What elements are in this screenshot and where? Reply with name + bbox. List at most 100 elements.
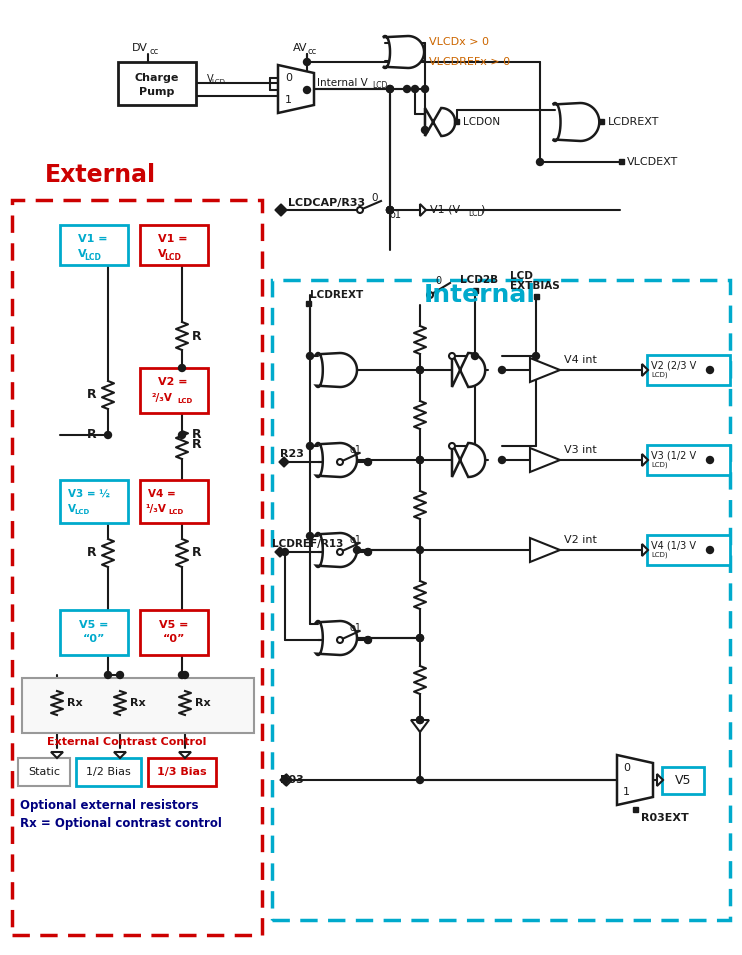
Circle shape: [416, 367, 424, 373]
Text: 1: 1: [285, 95, 292, 105]
Circle shape: [337, 637, 343, 643]
Polygon shape: [179, 752, 191, 758]
Text: R: R: [192, 429, 202, 441]
Circle shape: [105, 432, 111, 438]
Text: V2 int: V2 int: [564, 535, 597, 545]
Text: 0: 0: [435, 276, 441, 286]
Text: R: R: [192, 329, 202, 343]
Polygon shape: [452, 443, 485, 477]
Text: R: R: [86, 546, 96, 560]
Circle shape: [281, 548, 289, 556]
Text: V: V: [158, 249, 167, 259]
Text: Rx = Optional contrast control: Rx = Optional contrast control: [20, 817, 222, 830]
Bar: [12, 200, 262, 935]
Text: V1 (V: V1 (V: [430, 205, 460, 215]
Bar: [140, 480, 208, 523]
Circle shape: [499, 456, 505, 463]
Circle shape: [416, 776, 424, 783]
Text: LCD: LCD: [84, 252, 101, 262]
Polygon shape: [553, 103, 600, 141]
Polygon shape: [530, 448, 560, 472]
Polygon shape: [316, 353, 357, 387]
Text: V5: V5: [674, 774, 692, 787]
Text: “0”: “0”: [162, 634, 186, 644]
Text: Internal: Internal: [424, 283, 536, 307]
Circle shape: [706, 367, 714, 373]
Circle shape: [179, 671, 186, 678]
Polygon shape: [280, 775, 290, 785]
Text: o1: o1: [350, 445, 362, 455]
Text: V2 (2/3 V: V2 (2/3 V: [651, 360, 696, 370]
Text: LCDREF/R13: LCDREF/R13: [272, 539, 344, 549]
Text: 0: 0: [285, 73, 292, 83]
Text: V4 (1/3 V: V4 (1/3 V: [651, 540, 696, 550]
Text: LCD: LCD: [168, 509, 183, 515]
Circle shape: [421, 126, 428, 134]
Text: 0: 0: [623, 763, 630, 773]
Text: VLCDEXT: VLCDEXT: [627, 157, 678, 167]
Polygon shape: [530, 358, 560, 382]
Bar: [22, 678, 254, 733]
Text: LCD: LCD: [211, 79, 225, 85]
Text: R: R: [192, 438, 202, 452]
Bar: [662, 767, 704, 794]
Text: DV: DV: [132, 43, 148, 53]
Circle shape: [536, 159, 543, 165]
Text: o1: o1: [350, 535, 362, 545]
Circle shape: [404, 86, 410, 93]
Text: V4 =: V4 =: [148, 489, 176, 499]
Text: R: R: [192, 546, 202, 560]
Bar: [647, 535, 730, 565]
Text: ²/₃V: ²/₃V: [152, 393, 173, 403]
Bar: [60, 480, 128, 523]
Text: LCD: LCD: [510, 271, 533, 281]
Polygon shape: [411, 720, 429, 732]
Text: Optional external resistors: Optional external resistors: [20, 799, 199, 813]
Polygon shape: [642, 544, 648, 556]
Text: V2 =: V2 =: [158, 377, 188, 387]
Polygon shape: [642, 364, 648, 376]
Polygon shape: [275, 204, 287, 216]
Text: VLCDx > 0: VLCDx > 0: [429, 37, 489, 47]
Text: LCD2B: LCD2B: [460, 275, 498, 285]
Text: LCD: LCD: [372, 81, 387, 91]
Polygon shape: [617, 755, 653, 805]
Circle shape: [364, 458, 372, 465]
Polygon shape: [279, 457, 289, 467]
Text: Static: Static: [28, 767, 60, 777]
Text: LCD: LCD: [74, 509, 89, 515]
Bar: [140, 225, 208, 265]
Circle shape: [416, 716, 424, 724]
Text: V3 int: V3 int: [564, 445, 597, 455]
Text: V5 =: V5 =: [160, 620, 188, 630]
Text: V: V: [68, 504, 76, 514]
Circle shape: [306, 352, 314, 359]
Text: R03EXT: R03EXT: [641, 813, 689, 823]
Circle shape: [387, 206, 393, 214]
Text: R03: R03: [280, 775, 303, 785]
Polygon shape: [383, 36, 424, 68]
Text: V5 =: V5 =: [79, 620, 108, 630]
Text: LCD): LCD): [651, 462, 668, 468]
Bar: [453, 119, 459, 124]
Text: 0: 0: [372, 193, 378, 203]
Circle shape: [365, 637, 371, 643]
Text: o1: o1: [389, 210, 401, 220]
Text: 1/3 Bias: 1/3 Bias: [157, 767, 207, 777]
Bar: [140, 368, 208, 413]
Bar: [118, 62, 196, 105]
Text: LCDCAP/R33: LCDCAP/R33: [288, 198, 365, 208]
Bar: [148, 758, 216, 786]
Circle shape: [416, 546, 424, 554]
Circle shape: [416, 634, 424, 642]
Text: Rx: Rx: [195, 698, 211, 708]
Text: cc: cc: [308, 47, 318, 55]
Circle shape: [533, 352, 539, 359]
Circle shape: [416, 367, 424, 373]
Text: Rx: Rx: [67, 698, 82, 708]
Circle shape: [416, 456, 424, 463]
Circle shape: [387, 86, 393, 93]
Polygon shape: [316, 443, 357, 477]
Circle shape: [364, 636, 372, 644]
Circle shape: [364, 548, 372, 556]
